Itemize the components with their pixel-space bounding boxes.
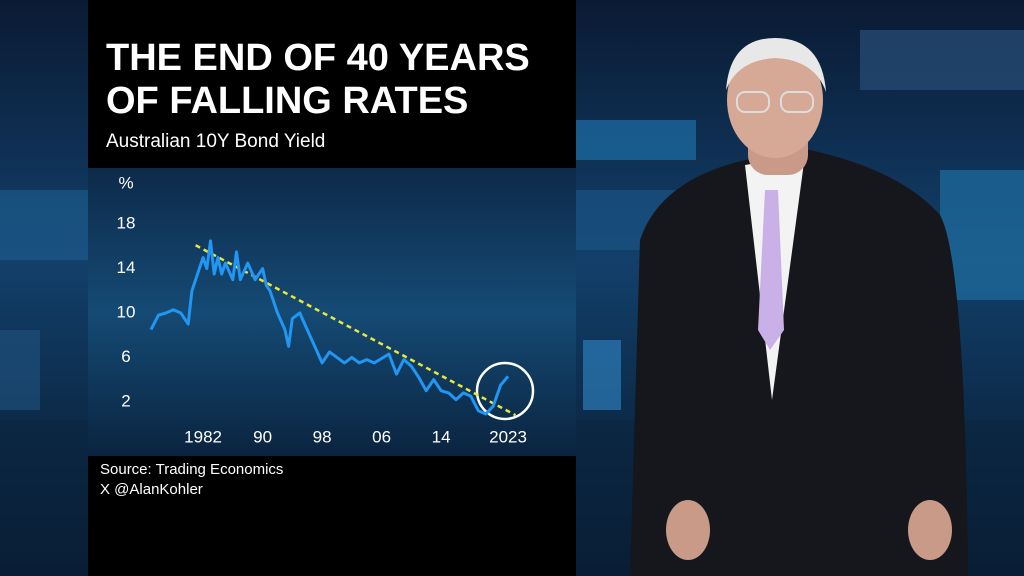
data-line [149,239,510,416]
x-tick-label: 14 [432,427,451,446]
highlight-circle [475,361,535,421]
x-tick-label: 06 [372,427,391,446]
presenter [630,38,968,576]
y-tick-label: 18 [117,214,136,233]
y-tick-label: 14 [117,258,136,277]
credit-note: X @AlanKohler [100,481,203,498]
y-tick-label: 10 [117,302,136,321]
y-unit-label: % [118,173,133,192]
chart-subtitle: Australian 10Y Bond Yield [106,131,325,152]
y-tick-label: 6 [121,347,130,366]
x-tick-label: 1982 [184,427,222,446]
x-tick-label: 98 [313,427,332,446]
x-tick-label: 90 [253,427,272,446]
chart-title: OF FALLING RATES [106,80,468,122]
chart-title: THE END OF 40 YEARS [106,37,530,79]
y-tick-label: 2 [121,391,130,410]
source-note: Source: Trading Economics [100,461,283,478]
plot-area [88,168,576,456]
x-tick-label: 2023 [489,427,527,446]
trend-line [195,244,517,417]
